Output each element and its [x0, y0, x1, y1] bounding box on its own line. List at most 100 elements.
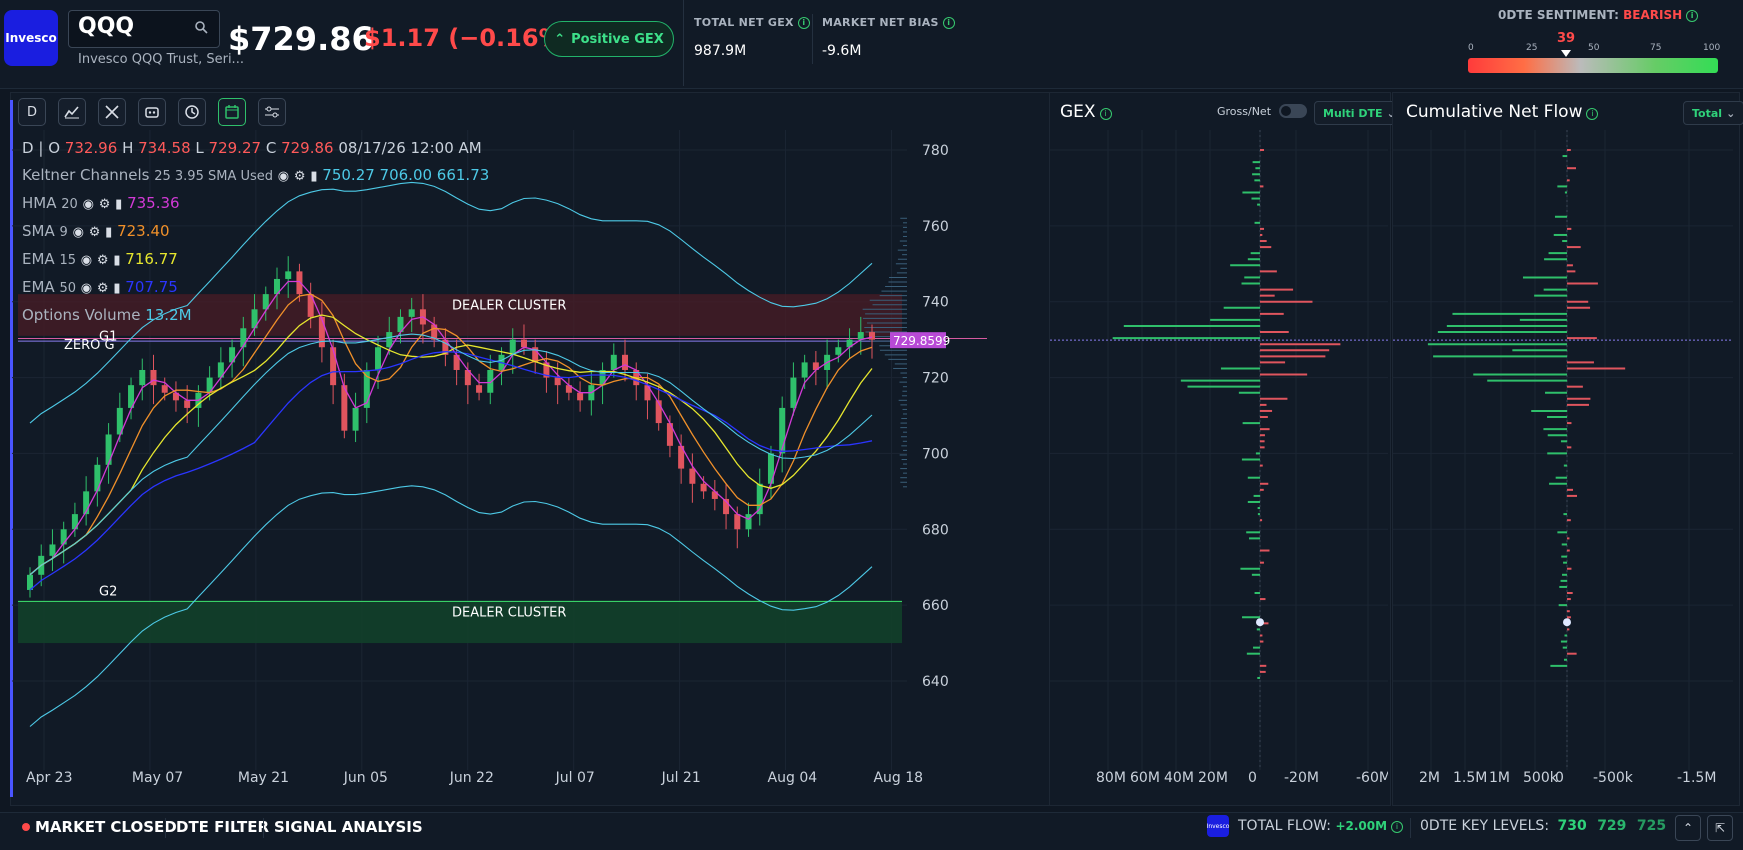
trash-icon[interactable]: ▮	[113, 253, 120, 268]
candle	[577, 393, 583, 401]
gear-icon[interactable]: ⚙	[89, 225, 101, 240]
info-icon[interactable]: i	[1586, 108, 1598, 120]
signal-analysis-button[interactable]: SIGNAL ANALYSIS	[274, 818, 423, 836]
candle	[386, 332, 392, 347]
gear-icon[interactable]: ⚙	[99, 197, 111, 212]
history-icon[interactable]	[178, 98, 206, 126]
spot-marker	[1256, 618, 1264, 626]
date-axis-label: Jul 07	[555, 770, 595, 786]
candle	[106, 434, 112, 464]
key-levels: 0DTE KEY LEVELS: 730 729 725	[1420, 818, 1666, 834]
price-axis-label: 660	[922, 598, 949, 614]
chart-legend: D | O 732.96 H 734.58 L 729.27 C 729.86 …	[22, 135, 489, 329]
settings-sliders-icon[interactable]	[258, 98, 286, 126]
x-axis-label: 20M	[1198, 770, 1228, 786]
key-level: 729	[1597, 818, 1626, 834]
indicator-name: SMA	[22, 222, 55, 240]
trash-icon[interactable]: ▮	[115, 197, 122, 212]
candle	[476, 385, 482, 393]
candle	[611, 355, 617, 370]
candle	[555, 378, 561, 386]
collapse-button[interactable]: ⌃	[1675, 815, 1701, 841]
dte-filter-button[interactable]: DTE FILTER	[176, 818, 269, 836]
indicator-params: 20	[61, 197, 78, 212]
ema50-line	[30, 352, 872, 590]
options-volume-row: Options Volume 13.2M	[22, 302, 489, 329]
popout-button[interactable]: ⇱	[1707, 815, 1733, 841]
bot-icon[interactable]	[138, 98, 166, 126]
total-dropdown[interactable]: Total ⌄	[1683, 101, 1743, 125]
date-axis-label: May 21	[238, 770, 289, 786]
invesco-logo: Invesco	[4, 10, 58, 66]
info-icon[interactable]: i	[798, 17, 810, 29]
eye-icon[interactable]: ◉	[83, 197, 94, 212]
search-icon[interactable]	[194, 20, 208, 34]
x-axis-label: -500k	[1593, 770, 1634, 786]
trash-icon[interactable]: ▮	[113, 281, 120, 296]
candle	[701, 484, 707, 492]
flow-title: Cumulative Net Flow i	[1406, 102, 1598, 122]
x-axis-label: -20M	[1284, 770, 1319, 786]
info-icon[interactable]: i	[943, 17, 955, 29]
chart-type-icon[interactable]	[58, 98, 86, 126]
trash-icon[interactable]: ▮	[105, 225, 112, 240]
gauge-tick: 100	[1703, 43, 1720, 53]
market-net-bias-label: MARKET NET BIAS i	[822, 16, 955, 29]
gauge-tick: 75	[1650, 43, 1661, 53]
price-axis-label: 720	[922, 371, 949, 387]
indicator-row: HMA 20 ◉ ⚙ ▮ 735.36	[22, 190, 489, 218]
x-axis-label: -1.5M	[1677, 770, 1716, 786]
calendar-icon[interactable]	[218, 98, 246, 126]
candle	[49, 544, 55, 555]
ohlc-open: 732.96	[65, 139, 118, 157]
gear-icon[interactable]: ⚙	[97, 281, 109, 296]
candle	[139, 370, 145, 385]
gex-status-button[interactable]: ⌃ Positive GEX	[544, 21, 674, 57]
x-axis-label: 500k	[1523, 770, 1559, 786]
date-axis-label: May 07	[132, 770, 183, 786]
chevron-down-icon: ⌄	[1726, 107, 1735, 120]
ohlc-separator: |	[38, 139, 43, 157]
indicator-name: EMA	[22, 250, 55, 268]
gex-chart[interactable]: 80M 60M 40M 20M 0 -20M -60M	[1050, 130, 1388, 802]
flow-chart[interactable]: 2M 1.5M 1M 500k0 -500k -1.5M	[1393, 130, 1737, 802]
gear-icon[interactable]: ⚙	[294, 169, 306, 184]
drawing-tools-icon[interactable]	[98, 98, 126, 126]
gauge-tick: 25	[1526, 43, 1537, 53]
price-axis-label: 700	[922, 446, 949, 462]
gear-icon[interactable]: ⚙	[97, 253, 109, 268]
last-price: $729.86	[228, 20, 374, 58]
market-net-bias-value: -9.6M	[822, 43, 955, 59]
price-axis-label: 680	[922, 522, 949, 538]
divider	[263, 818, 264, 838]
chart-toolbar: D	[18, 98, 286, 126]
eye-icon[interactable]: ◉	[81, 281, 92, 296]
x-axis-label: -60M	[1356, 770, 1388, 786]
gross-net-toggle[interactable]	[1279, 104, 1307, 118]
spot-marker	[1563, 618, 1571, 626]
eye-icon[interactable]: ◉	[278, 169, 289, 184]
indicator-params: 9	[60, 225, 68, 240]
interval-button[interactable]: D	[18, 98, 46, 126]
eye-icon[interactable]: ◉	[81, 253, 92, 268]
indicator-name: Keltner Channels	[22, 166, 149, 184]
ohlc-low: 729.27	[209, 139, 262, 157]
gauge-tick: 0	[1468, 43, 1474, 53]
info-icon[interactable]: i	[1686, 10, 1698, 22]
candle	[240, 328, 246, 347]
info-icon[interactable]: i	[1100, 108, 1112, 120]
candle	[94, 465, 100, 492]
info-icon[interactable]: i	[1391, 821, 1403, 833]
indicator-params: 50	[59, 281, 76, 296]
x-axis-label: 40M	[1164, 770, 1194, 786]
eye-icon[interactable]: ◉	[73, 225, 84, 240]
price-change: $1.17 (−0.16%)	[364, 24, 574, 52]
external-link-icon: ⇱	[1715, 821, 1725, 835]
x-axis-label: 0	[1555, 770, 1564, 786]
candle	[835, 347, 841, 355]
dealer-cluster-label: DEALER CLUSTER	[452, 606, 566, 621]
trash-icon[interactable]: ▮	[310, 169, 317, 184]
candle	[734, 514, 740, 529]
invesco-mini-logo: Invesco	[1207, 815, 1229, 837]
sma-line	[30, 294, 872, 575]
